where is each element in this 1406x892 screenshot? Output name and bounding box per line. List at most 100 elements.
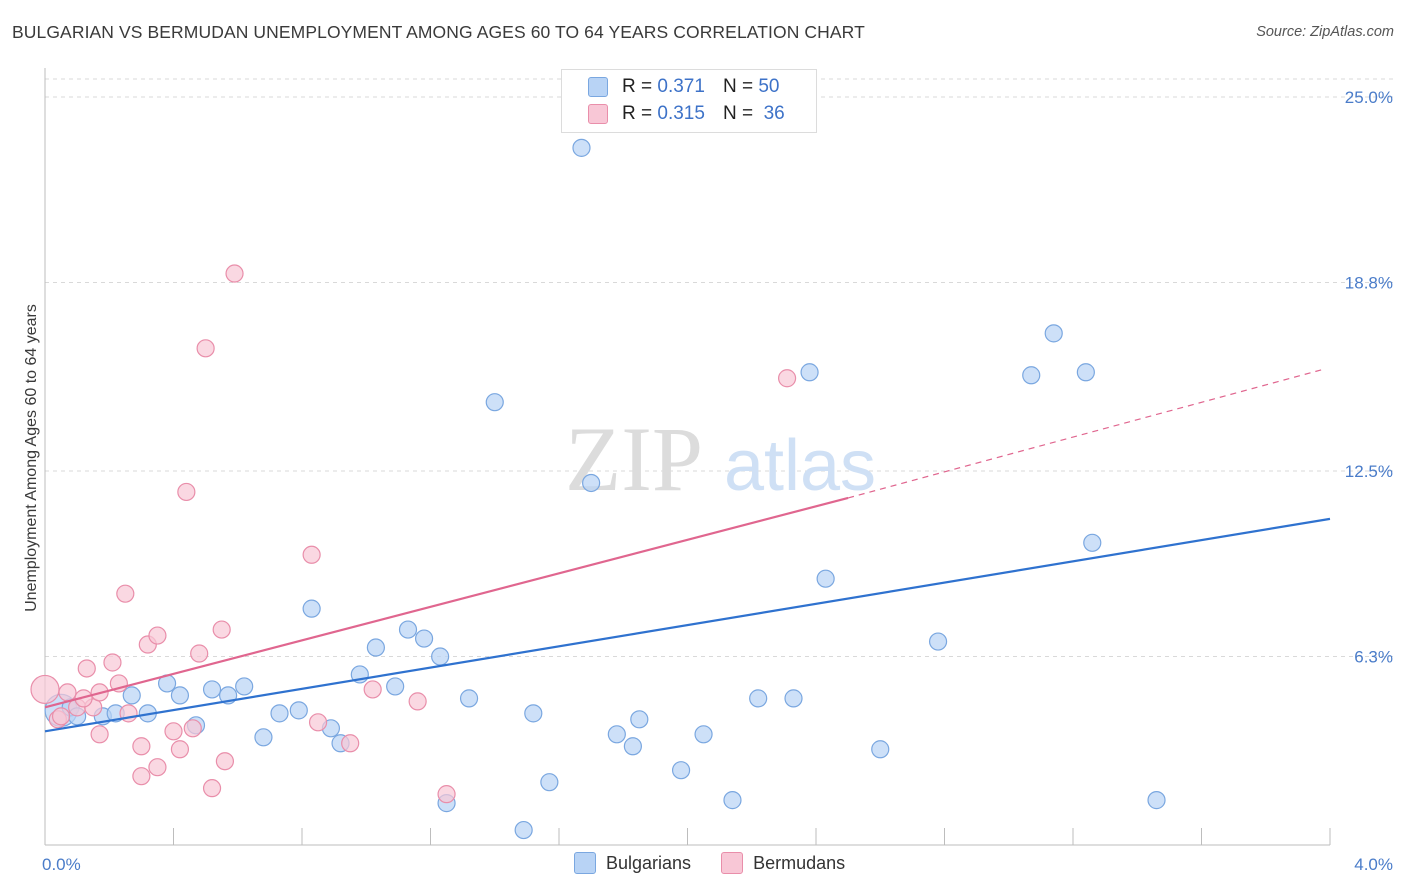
bulgarians-point xyxy=(254,728,273,747)
legend-r-label: R = xyxy=(622,103,653,124)
bulgarians-point xyxy=(431,647,450,666)
bermudans-point xyxy=(302,545,321,564)
legend-swatch-bermudans xyxy=(721,852,744,874)
bermudans-point xyxy=(437,785,456,804)
legend-item-bermudans[interactable]: Bermudans xyxy=(721,852,845,874)
legend-n-value: 36 xyxy=(763,103,785,124)
bulgarians-point xyxy=(871,740,890,759)
bulgarians-point xyxy=(1022,366,1041,385)
bulgarians-point xyxy=(582,473,601,493)
bulgarians-point xyxy=(928,632,948,651)
legend-label-bulgarians: Bulgarians xyxy=(606,852,692,873)
bermudans-point xyxy=(341,734,360,753)
bulgarians-point xyxy=(816,569,835,588)
stats-legend: R = 0.371 N = 50 R = 0.315 N = 36 xyxy=(561,69,817,133)
bulgarians-point xyxy=(784,689,803,708)
chart-title: BULGARIAN VS BERMUDAN UNEMPLOYMENT AMONG… xyxy=(12,22,865,42)
gridlines xyxy=(45,78,1395,658)
source-label: Source: ZipAtlas.com xyxy=(1256,24,1394,40)
legend-r-value: 0.371 xyxy=(657,76,705,97)
legend-swatch-bulgarians xyxy=(574,852,596,874)
x-tick-label: 0.0% xyxy=(42,855,81,874)
bulgarians-point xyxy=(398,620,418,639)
bermudans-point xyxy=(170,740,190,759)
watermark: ZIP atlas xyxy=(565,408,876,510)
bermudans-point xyxy=(177,482,196,502)
y-tick-label: 12.5% xyxy=(1345,462,1393,481)
bulgarians-point xyxy=(302,599,321,618)
bulgarians-point xyxy=(694,725,713,744)
bulgarians-point xyxy=(1147,791,1166,810)
legend-swatch-pink xyxy=(588,104,608,124)
legend-n-value: 50 xyxy=(758,76,780,97)
bulgarians-point xyxy=(235,677,254,696)
bulgarians-point xyxy=(630,710,649,729)
legend-label-bermudans: Bermudans xyxy=(753,852,846,873)
bulgarians-point xyxy=(607,725,626,744)
bermudans-point xyxy=(196,339,215,358)
bermudans-points xyxy=(30,264,797,804)
bermudans-trend-extension xyxy=(847,368,1324,499)
bermudans-point xyxy=(202,779,222,798)
bulgarians-point xyxy=(749,689,768,708)
bulgarians-point xyxy=(1083,533,1102,552)
bermudans-point xyxy=(132,737,151,756)
bermudans-point xyxy=(164,722,183,741)
bulgarians-point xyxy=(485,393,504,412)
bulgarians-point xyxy=(524,704,543,723)
bulgarians-point xyxy=(270,704,289,723)
bulgarians-point xyxy=(623,737,642,756)
bermudans-point xyxy=(777,369,797,388)
bermudans-trend-line xyxy=(44,496,849,709)
bulgarians-point xyxy=(414,629,434,648)
tick-labels: 6.3% 12.5% 18.8% 25.0% 0.0% 4.0% xyxy=(42,88,1393,874)
bermudans-point xyxy=(148,758,167,777)
axes xyxy=(44,68,1331,846)
legend-n-label: N = xyxy=(722,103,754,124)
legend-r-label: R = xyxy=(622,76,653,97)
bermudans-point xyxy=(51,707,71,726)
y-tick-label: 25.0% xyxy=(1345,88,1393,107)
bulgarians-point xyxy=(122,686,141,705)
y-tick-label: 18.8% xyxy=(1345,274,1393,293)
trend-lines xyxy=(44,368,1331,733)
bermudans-point xyxy=(30,674,60,705)
legend-swatch-blue xyxy=(588,77,608,97)
legend-row-bulgarians: R = 0.371 N = 50 xyxy=(588,74,779,100)
bermudans-point xyxy=(212,620,231,639)
bulgarians-point xyxy=(366,638,385,657)
bermudans-point xyxy=(190,644,209,663)
legend-n-label: N = xyxy=(722,76,754,97)
bermudans-point xyxy=(58,683,77,702)
bulgarians-point xyxy=(459,689,479,708)
legend-row-bermudans: R = 0.315 N = 36 xyxy=(588,101,785,127)
bermudans-point xyxy=(225,264,244,283)
bulgarians-point xyxy=(386,677,405,696)
bermudans-point xyxy=(77,659,96,678)
bermudans-point xyxy=(408,692,427,711)
bulgarians-point xyxy=(723,791,742,810)
bermudans-point xyxy=(103,653,122,672)
bermudans-point xyxy=(90,725,109,744)
bermudans-point xyxy=(148,626,167,645)
bermudans-point xyxy=(308,713,328,732)
bulgarians-point xyxy=(572,138,591,157)
x-tick-label: 4.0% xyxy=(1354,855,1393,874)
bulgarians-point xyxy=(514,820,533,840)
bulgarians-point xyxy=(289,701,308,720)
series-legend: Bulgarians Bermudans xyxy=(574,852,875,874)
bulgarians-point xyxy=(1044,324,1063,343)
legend-item-bulgarians[interactable]: Bulgarians xyxy=(574,852,691,874)
y-tick-label: 6.3% xyxy=(1354,648,1393,667)
watermark-zip: ZIP xyxy=(565,408,703,510)
bulgarians-point xyxy=(800,363,819,382)
bulgarians-point xyxy=(1076,363,1095,382)
bermudans-point xyxy=(215,752,234,771)
bulgarians-trend-line xyxy=(44,517,1331,733)
bulgarians-point xyxy=(540,773,559,792)
bermudans-point xyxy=(363,680,382,699)
bermudans-point xyxy=(183,719,202,738)
legend-r-value: 0.315 xyxy=(657,103,705,124)
bulgarians-point xyxy=(170,686,190,705)
